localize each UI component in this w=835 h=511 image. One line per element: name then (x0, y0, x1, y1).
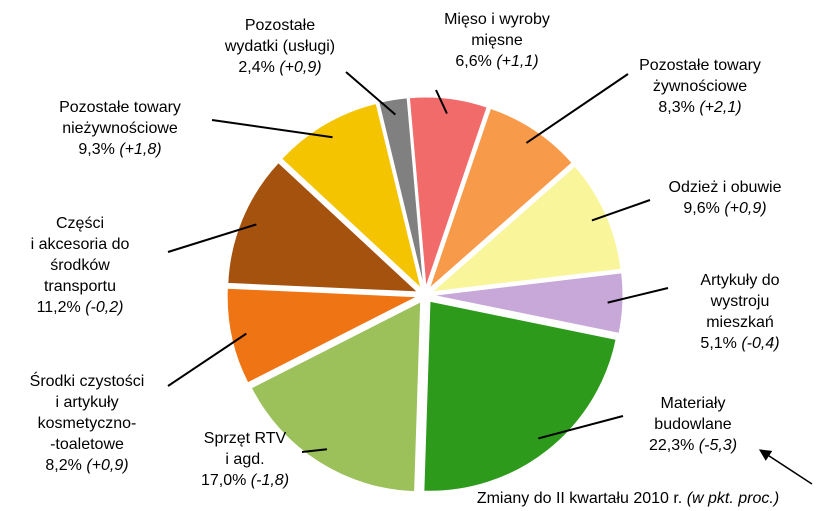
label-line: Środki czystości (30, 371, 145, 390)
label-line: budowlane (654, 416, 732, 433)
value-label: 9,3% (78, 141, 114, 158)
pie-slice (281, 102, 422, 290)
label-line: kosmetyczno- (38, 415, 137, 432)
label-line: transportu (44, 278, 116, 295)
value-label: 2,4% (238, 59, 274, 76)
slice-label: Materiały budowlane 22,3% (-5,3) (649, 395, 737, 454)
label-line: mięsne (471, 32, 523, 49)
leader-line (525, 73, 629, 144)
slice-label: Sprzęt RTV i agd. 17,0% (-1,8) (201, 430, 289, 489)
pie-slice (428, 107, 573, 290)
value-label: 17,0% (201, 472, 246, 489)
label-line: środków (50, 257, 110, 274)
pie-slice (250, 300, 422, 493)
slice-label: Pozostałe wydatki (usługi) 2,4% (+0,9) (224, 17, 335, 76)
change-label: (-5,3) (699, 437, 737, 454)
change-label: (+0,9) (724, 200, 766, 217)
label-line: Pozostałe towary (59, 99, 181, 116)
leader-line (435, 89, 448, 114)
slice-label: Odzież i obuwie 9,6% (+0,9) (669, 179, 782, 217)
label-line: i agd. (225, 451, 264, 468)
label-line: Sprzęt RTV (204, 430, 287, 447)
change-label: (+2,1) (699, 99, 741, 116)
note-text: Zmiany do II kwartału 2010 r. (477, 490, 682, 507)
value-label: 5,1% (700, 335, 736, 352)
value-label: 8,3% (658, 99, 694, 116)
note-arrow (758, 449, 813, 485)
pie-slice (227, 161, 419, 293)
pie-slice (378, 97, 425, 288)
change-label: (-0,2) (85, 299, 123, 316)
leader-line (301, 448, 328, 453)
slice-label: Środki czystości i artykuły kosmetyczno- -t… (30, 371, 145, 474)
value-label: 8,2% (45, 457, 81, 474)
slice-label: Artykuły do wystroju mieszkań 5,1% (-0,4) (700, 272, 779, 352)
label-line: Artykuły do (700, 272, 779, 289)
leader-line (167, 332, 247, 387)
leader-line (167, 223, 257, 253)
leader-line (345, 71, 397, 116)
slice-label: Pozostałe towary żywnościowe 8,3% (+2,1) (639, 57, 761, 116)
label-line: i artykuły (55, 394, 118, 411)
change-label: (+0,9) (86, 457, 128, 474)
label-line: Odzież i obuwie (669, 179, 782, 196)
label-line: Pozostałe (245, 17, 315, 34)
label-line: wydatki (usługi) (224, 38, 335, 55)
note: Zmiany do II kwartału 2010 r. (w pkt. pr… (477, 490, 779, 507)
value-label: 6,6% (455, 53, 491, 70)
label-line: nieżywnościowe (62, 120, 178, 137)
leader-line (538, 415, 624, 440)
pie-slice (408, 96, 488, 288)
label-line: Materiały (661, 395, 726, 412)
value-label: 11,2% (37, 299, 81, 316)
value-label: 9,6% (683, 200, 719, 217)
pie-slice (432, 272, 624, 334)
label-line: i akcesoria do (31, 236, 130, 253)
label-line: Pozostałe towary (639, 57, 761, 74)
label-line: mieszkań (706, 314, 774, 331)
slice-label: Pozostałe towary nieżywnościowe 9,3% (+1,8… (59, 99, 181, 158)
label-line: -toaletowe (50, 436, 124, 453)
leader-line (591, 199, 651, 222)
label-line: Części (56, 215, 104, 232)
leader-line (211, 119, 333, 139)
slice-label: Części i akcesoria do środków transportu 11,… (31, 215, 130, 316)
change-label: (+1,8) (119, 141, 161, 158)
pie-slice (226, 287, 420, 384)
change-label: (+0,9) (279, 59, 321, 76)
leader-line (607, 287, 669, 304)
pie-slice (423, 300, 617, 492)
label-line: Mięso i wyroby (444, 11, 550, 28)
change-label: (-1,8) (251, 472, 289, 489)
slice-label: Mięso i wyroby mięsne 6,6% (+1,1) (444, 11, 550, 70)
note-unit: (w pkt. proc.) (687, 490, 779, 507)
pie-slice (430, 165, 622, 293)
change-label: (-0,4) (741, 335, 779, 352)
label-line: żywnościowe (653, 78, 747, 95)
change-label: (+1,1) (496, 53, 538, 70)
label-line: wystroju (710, 293, 770, 310)
value-label: 22,3% (649, 437, 694, 454)
